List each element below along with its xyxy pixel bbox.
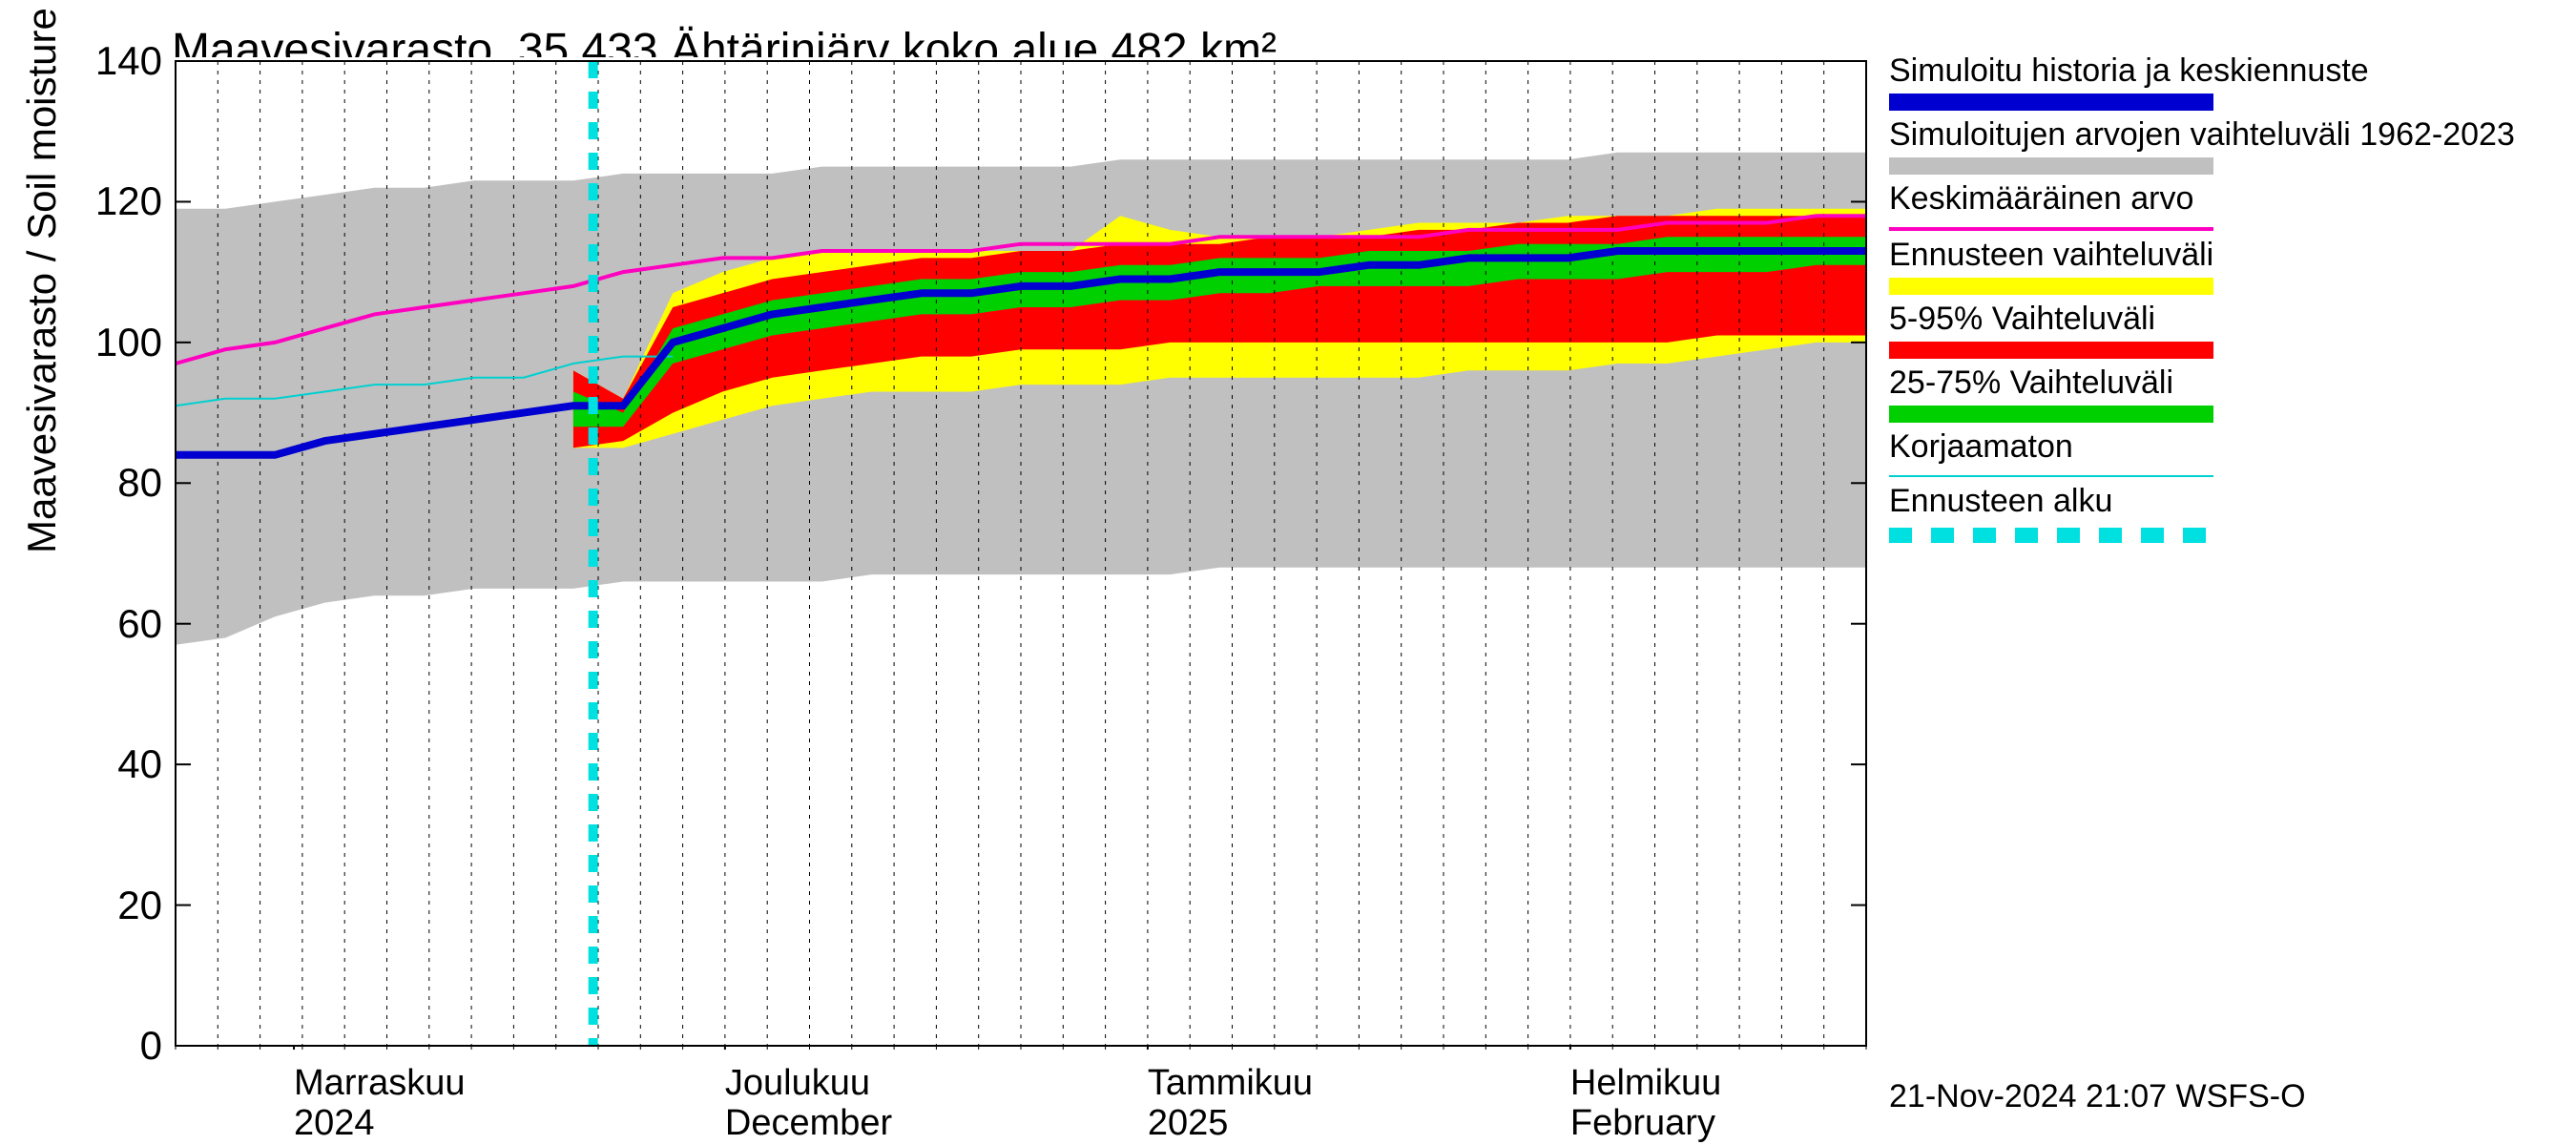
legend-item: Simuloitu historia ja keskiennuste [1889, 52, 2557, 111]
legend-label: Ennusteen vaihteluväli [1889, 237, 2557, 274]
legend-label: Simuloitu historia ja keskiennuste [1889, 52, 2557, 90]
plot-area [172, 57, 1870, 1050]
legend-label: 5-95% Vaihteluväli [1889, 301, 2557, 338]
legend-item: Korjaamaton [1889, 428, 2557, 477]
legend-swatch [1889, 278, 2213, 295]
chart-svg [172, 57, 1870, 1050]
y-tick-label: 20 [19, 883, 162, 928]
y-tick-label: 120 [19, 178, 162, 224]
legend-label: 25-75% Vaihteluväli [1889, 364, 2557, 402]
y-tick-label: 0 [19, 1023, 162, 1069]
legend-swatch [1889, 475, 2213, 477]
x-tick-label: Marraskuu2024 [294, 1064, 466, 1144]
legend-item: Ennusteen alku [1889, 483, 2557, 543]
x-tick-label: Tammikuu2025 [1148, 1064, 1313, 1144]
x-tick-label: HelmikuuFebruary [1570, 1064, 1721, 1144]
legend-item: 5-95% Vaihteluväli [1889, 301, 2557, 359]
legend-swatch [1889, 528, 2213, 543]
y-tick-label: 140 [19, 38, 162, 84]
y-tick-label: 60 [19, 601, 162, 647]
legend-swatch [1889, 342, 2213, 359]
legend-label: Korjaamaton [1889, 428, 2557, 466]
x-tick-label: JoulukuuDecember [725, 1064, 892, 1144]
legend-label: Keskimääräinen arvo [1889, 180, 2557, 218]
y-tick-label: 100 [19, 320, 162, 365]
legend-label: Ennusteen alku [1889, 483, 2557, 520]
legend-swatch [1889, 157, 2213, 175]
timestamp-label: 21-Nov-2024 21:07 WSFS-O [1889, 1078, 2306, 1115]
figure-root: Maavesivarasto, 35 433 Ähtärinjärv koko … [0, 0, 2576, 1145]
legend-swatch [1889, 94, 2213, 111]
legend-item: Simuloitujen arvojen vaihteluväli 1962-2… [1889, 116, 2557, 175]
legend-item: Keskimääräinen arvo [1889, 180, 2557, 231]
legend-swatch [1889, 406, 2213, 423]
y-tick-label: 40 [19, 741, 162, 787]
legend-item: Ennusteen vaihteluväli [1889, 237, 2557, 295]
legend-item: 25-75% Vaihteluväli [1889, 364, 2557, 423]
y-tick-label: 80 [19, 460, 162, 506]
legend-swatch [1889, 227, 2213, 231]
legend: Simuloitu historia ja keskiennuste Simulo… [1889, 52, 2557, 549]
legend-label: Simuloitujen arvojen vaihteluväli 1962-2… [1889, 116, 2557, 154]
